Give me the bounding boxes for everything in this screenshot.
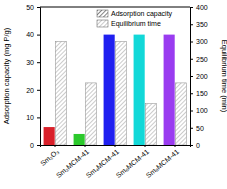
tick-mark [190,59,193,60]
tick: 100 [190,107,208,114]
tick-mark [37,145,40,146]
tick: 250 [190,55,208,62]
chart: 0 10 20 30 40 50 0 50 100 150 200 250 300 350 400 Sm₂O₃… [0,0,227,189]
bar [175,83,186,145]
tick-label: 0 [196,142,200,149]
bars [44,35,187,145]
tick-mark [190,128,193,129]
bar [104,35,115,145]
tick-mark [190,76,193,77]
tick-label: Sm₈MCM-41 [145,148,180,179]
tick-label: 100 [196,107,208,114]
tick-mark [37,62,40,63]
tick-mark [37,90,40,91]
tick: 150 [190,90,208,97]
tick: 50 [26,4,40,11]
axis-line [41,146,191,148]
plot: 0 10 20 30 40 50 0 50 100 150 200 250 300 350 400 Sm₂O₃… [26,4,208,179]
tick: 200 [190,73,208,80]
tick-label: 50 [26,4,34,11]
tick-mark [190,42,193,43]
tick: 40 [26,31,40,38]
tick: 50 [190,124,204,131]
legend-item: Adsorption capacity [97,10,173,18]
legend-label: Equilibrium time [111,20,161,28]
tick-mark [190,24,193,25]
tick-label: 0 [30,142,34,149]
x-axis: Sm₂O₃Sm₂MCM-41Sm₄MCM-41Sm₆MCM-41Sm₈MCM-4… [39,145,190,179]
tick-label: 350 [196,21,208,28]
tick-label: 50 [196,124,204,131]
bar [115,42,126,146]
legend-swatch [97,20,108,27]
tick: 30 [26,59,40,66]
tick-label: 30 [26,59,34,66]
legend: Adsorption capacity Equilibrium time [97,10,173,28]
tick-mark [190,93,193,94]
tick-label: 300 [196,38,208,45]
bar [74,134,85,145]
y2-axis: 0 50 100 150 200 250 300 350 400 [190,4,208,149]
axis-line [37,8,41,146]
tick: 0 [190,142,200,149]
bar [55,42,66,146]
tick-label: 200 [196,73,208,80]
legend-item: Equilibrium time [97,20,161,28]
y2-axis-title: Equilibrium time (min) [220,40,227,113]
bar [44,127,55,145]
tick-label: 40 [26,31,34,38]
tick-mark [85,145,86,147]
tick: 20 [26,87,40,94]
tick-mark [37,7,40,8]
legend-label: Adsorption capacity [111,10,173,18]
y-axis-title: Adsorption capacity (mg P/g) [2,27,11,124]
tick-label: 150 [196,90,208,97]
bar [145,104,156,145]
tick-label: 400 [196,4,208,11]
tick-mark [37,117,40,118]
tick-label: 20 [26,87,34,94]
tick-mark [37,35,40,36]
tick-mark [190,111,193,112]
tick: Sm₂O₃ [39,145,60,167]
bar [134,35,145,145]
tick: 10 [26,114,40,121]
tick-mark [55,145,56,147]
legend-swatch [97,10,108,17]
tick-mark [145,145,146,147]
tick: 300 [190,38,208,45]
tick: 0 [30,142,40,149]
tick-label: 250 [196,55,208,62]
tick: 350 [190,21,208,28]
y-axis: 0 10 20 30 40 50 [26,4,40,149]
tick-mark [115,145,116,147]
tick-mark [175,145,176,147]
bar [164,35,175,145]
tick-label: 10 [26,114,34,121]
bar [85,83,96,145]
tick: Sm₈MCM-41 [145,145,180,179]
tick: 400 [190,4,208,11]
tick-mark [190,7,193,8]
frame [40,7,190,8]
axis-line [191,8,194,146]
tick-label: Sm₂O₃ [39,148,60,167]
